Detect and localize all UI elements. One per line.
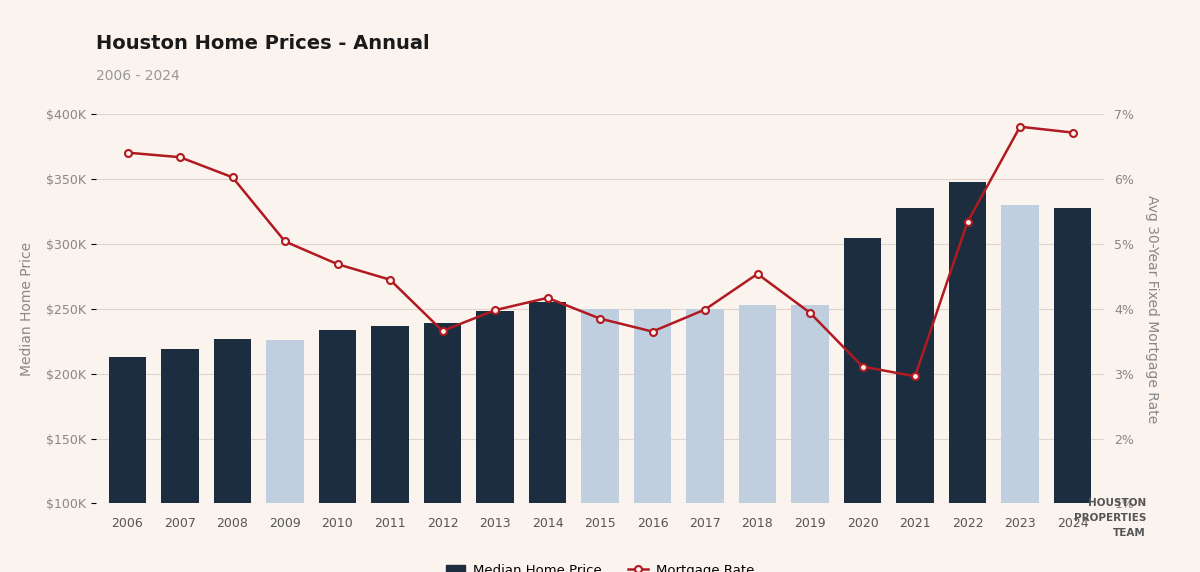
Bar: [791, 305, 829, 572]
Bar: [108, 357, 146, 572]
Y-axis label: Median Home Price: Median Home Price: [20, 242, 35, 376]
Bar: [214, 339, 251, 572]
Bar: [424, 323, 461, 572]
Bar: [844, 237, 881, 572]
Bar: [634, 309, 671, 572]
Bar: [738, 305, 776, 572]
Text: Houston Home Prices - Annual: Houston Home Prices - Annual: [96, 34, 430, 53]
Bar: [581, 309, 619, 572]
Bar: [528, 303, 566, 572]
Bar: [948, 182, 986, 572]
Bar: [1054, 208, 1091, 572]
Bar: [476, 312, 514, 572]
Bar: [896, 208, 934, 572]
Bar: [371, 325, 409, 572]
Bar: [1001, 205, 1039, 572]
Bar: [161, 349, 199, 572]
Bar: [266, 340, 304, 572]
Legend: Median Home Price, Mortgage Rate: Median Home Price, Mortgage Rate: [440, 559, 760, 572]
Y-axis label: Avg 30-Year Fixed Mortgage Rate: Avg 30-Year Fixed Mortgage Rate: [1146, 194, 1159, 423]
Text: 2006 - 2024: 2006 - 2024: [96, 69, 180, 82]
Bar: [318, 329, 356, 572]
Text: HOUSTON
PROPERTIES
TEAM: HOUSTON PROPERTIES TEAM: [1074, 498, 1146, 538]
Bar: [686, 309, 724, 572]
